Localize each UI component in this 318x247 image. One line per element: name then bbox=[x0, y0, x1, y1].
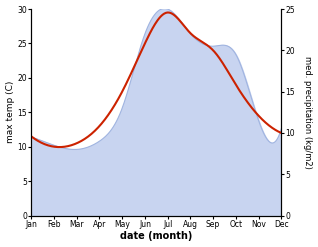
Y-axis label: max temp (C): max temp (C) bbox=[5, 81, 15, 144]
Y-axis label: med. precipitation (kg/m2): med. precipitation (kg/m2) bbox=[303, 56, 313, 169]
X-axis label: date (month): date (month) bbox=[120, 231, 192, 242]
